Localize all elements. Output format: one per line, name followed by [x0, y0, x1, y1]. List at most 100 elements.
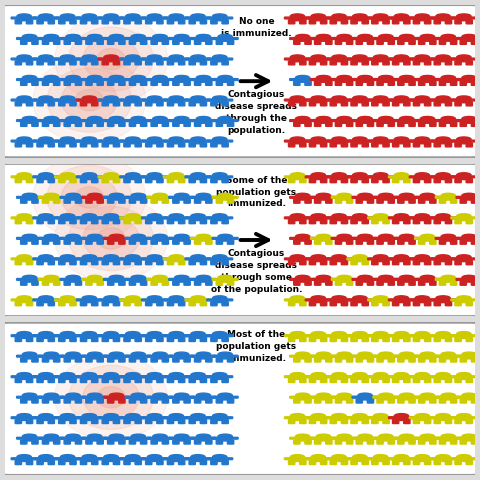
FancyBboxPatch shape [377, 40, 383, 44]
Circle shape [82, 455, 96, 459]
Circle shape [399, 117, 414, 121]
FancyBboxPatch shape [192, 375, 204, 379]
FancyBboxPatch shape [212, 437, 238, 439]
Circle shape [415, 332, 430, 336]
Circle shape [191, 372, 205, 377]
Circle shape [353, 173, 367, 178]
Circle shape [337, 117, 351, 121]
FancyBboxPatch shape [120, 17, 146, 19]
Text: No one
is immunized.: No one is immunized. [221, 17, 292, 38]
FancyBboxPatch shape [54, 440, 60, 444]
FancyBboxPatch shape [92, 179, 98, 183]
FancyBboxPatch shape [288, 102, 295, 106]
FancyBboxPatch shape [400, 437, 413, 441]
FancyBboxPatch shape [132, 237, 145, 241]
FancyBboxPatch shape [151, 440, 157, 444]
FancyBboxPatch shape [37, 379, 43, 383]
Ellipse shape [55, 355, 168, 440]
FancyBboxPatch shape [326, 417, 352, 419]
FancyBboxPatch shape [64, 82, 71, 85]
FancyBboxPatch shape [222, 143, 228, 147]
Circle shape [332, 455, 346, 459]
FancyBboxPatch shape [451, 199, 457, 203]
FancyBboxPatch shape [184, 358, 190, 362]
FancyBboxPatch shape [129, 199, 135, 203]
Circle shape [399, 276, 414, 280]
FancyBboxPatch shape [457, 140, 470, 144]
FancyBboxPatch shape [55, 99, 81, 101]
FancyBboxPatch shape [206, 122, 212, 126]
FancyBboxPatch shape [291, 16, 304, 21]
FancyBboxPatch shape [151, 399, 157, 403]
FancyBboxPatch shape [416, 334, 429, 338]
FancyBboxPatch shape [179, 461, 185, 465]
FancyBboxPatch shape [330, 20, 336, 24]
Circle shape [337, 234, 351, 239]
FancyBboxPatch shape [216, 199, 223, 203]
FancyBboxPatch shape [197, 437, 210, 441]
FancyBboxPatch shape [326, 335, 352, 336]
FancyBboxPatch shape [290, 120, 315, 121]
Circle shape [169, 296, 183, 300]
Circle shape [462, 75, 476, 80]
FancyBboxPatch shape [395, 58, 408, 62]
Circle shape [462, 193, 476, 198]
FancyBboxPatch shape [388, 376, 414, 378]
Circle shape [373, 414, 388, 418]
FancyBboxPatch shape [76, 217, 102, 219]
Circle shape [290, 255, 305, 260]
FancyBboxPatch shape [132, 396, 145, 400]
FancyBboxPatch shape [445, 420, 452, 423]
FancyBboxPatch shape [145, 143, 152, 147]
FancyBboxPatch shape [347, 440, 353, 444]
FancyBboxPatch shape [347, 399, 353, 403]
Circle shape [373, 214, 388, 218]
FancyBboxPatch shape [88, 196, 101, 200]
FancyBboxPatch shape [212, 37, 238, 39]
FancyBboxPatch shape [157, 302, 163, 306]
FancyBboxPatch shape [451, 458, 477, 460]
FancyBboxPatch shape [207, 299, 233, 301]
FancyBboxPatch shape [456, 238, 480, 239]
FancyBboxPatch shape [48, 220, 54, 224]
FancyBboxPatch shape [105, 140, 118, 144]
Circle shape [109, 276, 124, 280]
FancyBboxPatch shape [353, 140, 366, 144]
FancyBboxPatch shape [314, 399, 321, 403]
FancyBboxPatch shape [434, 420, 440, 423]
FancyBboxPatch shape [341, 220, 348, 224]
FancyBboxPatch shape [377, 82, 383, 85]
FancyBboxPatch shape [60, 196, 86, 198]
FancyBboxPatch shape [17, 278, 43, 280]
Circle shape [399, 352, 414, 357]
FancyBboxPatch shape [157, 461, 163, 465]
FancyBboxPatch shape [39, 257, 52, 262]
FancyBboxPatch shape [288, 261, 295, 264]
FancyBboxPatch shape [153, 237, 167, 241]
FancyBboxPatch shape [191, 355, 216, 357]
FancyBboxPatch shape [119, 281, 125, 285]
FancyBboxPatch shape [222, 102, 228, 106]
FancyBboxPatch shape [305, 217, 331, 219]
Circle shape [131, 352, 145, 357]
FancyBboxPatch shape [37, 220, 43, 224]
FancyBboxPatch shape [439, 358, 445, 362]
FancyBboxPatch shape [39, 334, 52, 338]
FancyBboxPatch shape [108, 199, 114, 203]
FancyBboxPatch shape [37, 20, 43, 24]
FancyBboxPatch shape [38, 238, 64, 239]
FancyBboxPatch shape [374, 416, 387, 420]
FancyBboxPatch shape [88, 437, 101, 441]
FancyBboxPatch shape [120, 58, 146, 60]
FancyBboxPatch shape [61, 140, 74, 144]
FancyBboxPatch shape [169, 98, 183, 103]
Circle shape [104, 332, 118, 336]
FancyBboxPatch shape [102, 220, 108, 224]
FancyBboxPatch shape [462, 396, 476, 400]
FancyBboxPatch shape [415, 238, 440, 239]
FancyBboxPatch shape [33, 258, 59, 260]
Circle shape [191, 173, 205, 178]
FancyBboxPatch shape [462, 278, 476, 282]
FancyBboxPatch shape [169, 79, 194, 81]
FancyBboxPatch shape [211, 261, 217, 264]
